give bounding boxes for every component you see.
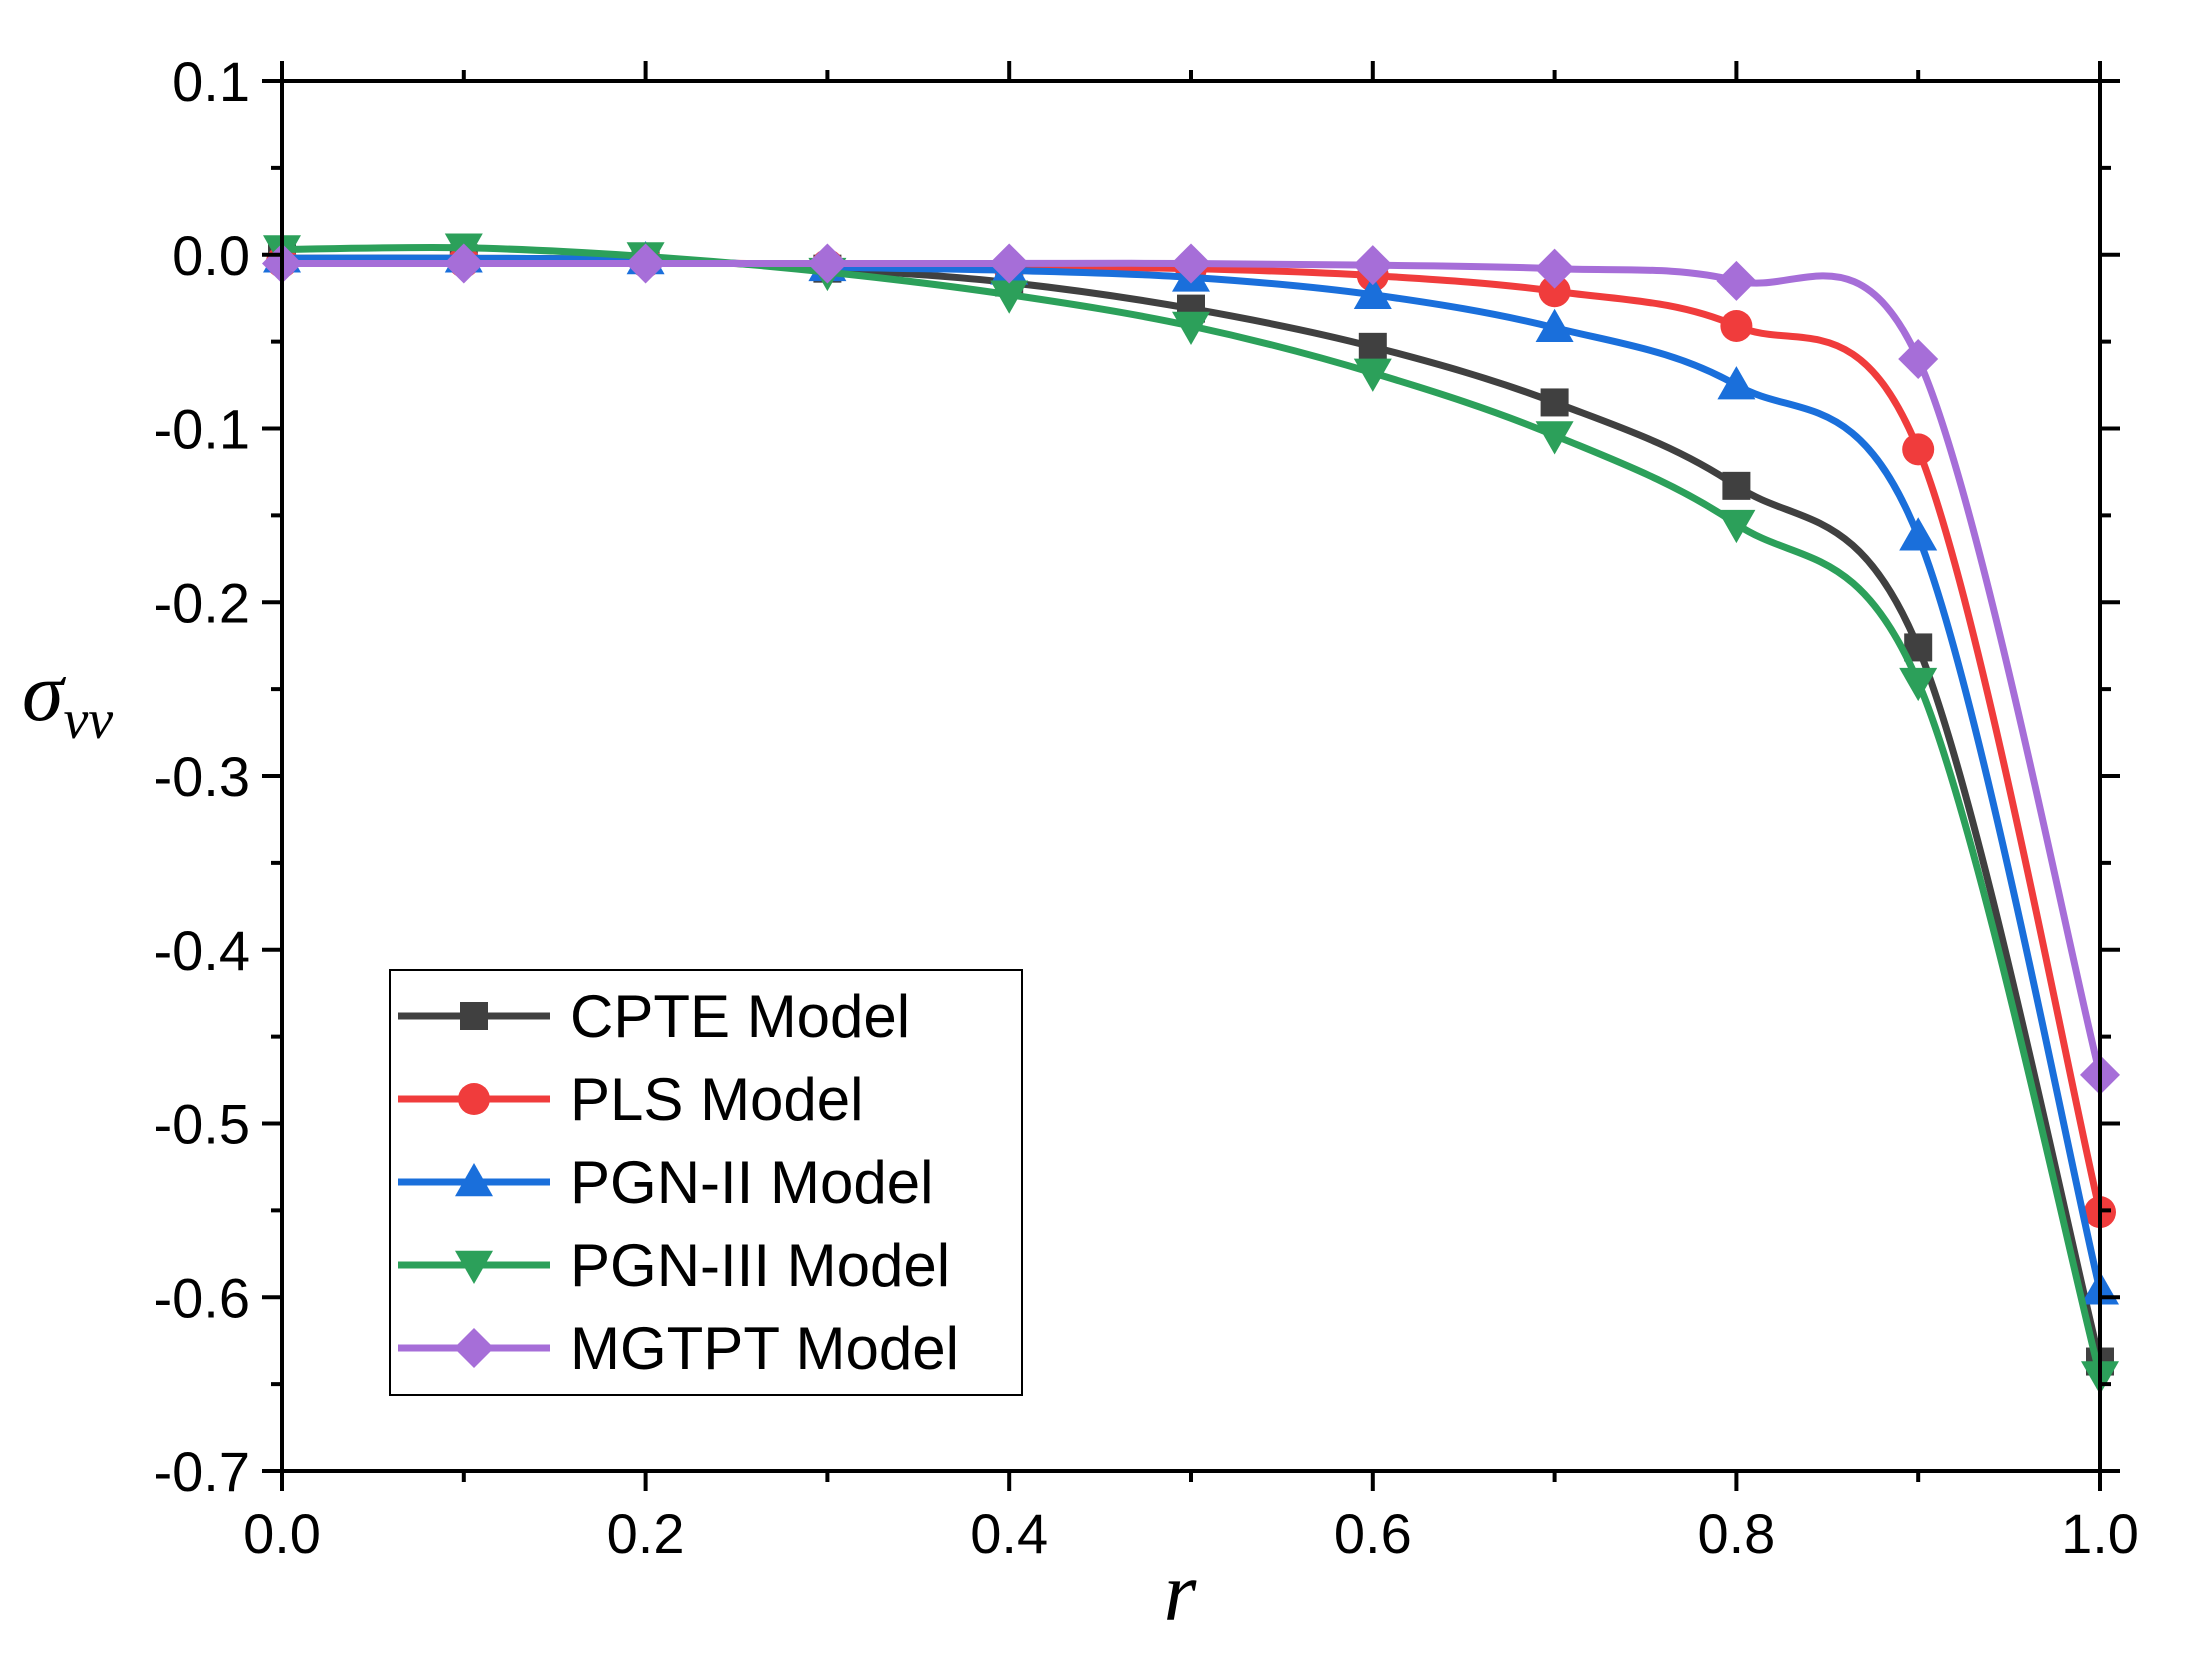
legend-label: PLS Model bbox=[570, 1066, 864, 1133]
data-point bbox=[1899, 517, 1938, 551]
x-tick-label: 1.0 bbox=[2061, 1502, 2139, 1565]
data-point bbox=[1898, 339, 1939, 379]
y-tick-label: -0.6 bbox=[154, 1266, 251, 1329]
data-point bbox=[1899, 667, 1938, 702]
data-point bbox=[990, 280, 1029, 314]
y-tick-label: -0.3 bbox=[154, 745, 251, 808]
legend-marker bbox=[460, 1002, 488, 1030]
legend-item: MGTPT Model bbox=[398, 1315, 959, 1382]
data-point bbox=[1722, 471, 1751, 500]
data-point bbox=[989, 243, 1030, 284]
data-point bbox=[625, 243, 666, 284]
y-tick-label: 0.0 bbox=[172, 224, 250, 287]
data-point bbox=[1535, 421, 1574, 455]
data-point bbox=[1902, 433, 1935, 466]
y-tick-label: -0.5 bbox=[154, 1093, 251, 1156]
y-tick-label: -0.4 bbox=[154, 919, 251, 982]
legend-marker bbox=[455, 1250, 493, 1284]
y-tick-label: 0.1 bbox=[172, 50, 250, 113]
data-point bbox=[1171, 243, 1211, 284]
x-tick-label: 0.0 bbox=[243, 1502, 321, 1565]
legend-marker bbox=[458, 1083, 490, 1115]
legend: CPTE Model PLS Model PGN-II Model PGN-III M… bbox=[389, 969, 1023, 1396]
y-tick-label: -0.2 bbox=[154, 571, 251, 634]
series-layer bbox=[262, 233, 2120, 1395]
legend-label: PGN-III Model bbox=[570, 1232, 950, 1299]
data-point bbox=[1540, 388, 1569, 417]
y-axis-title: σvv bbox=[22, 646, 113, 751]
data-point bbox=[1358, 332, 1387, 361]
y-tick-label: -0.7 bbox=[154, 1440, 251, 1503]
y-axis-subscript: vv bbox=[63, 689, 113, 751]
y-tick-label: -0.1 bbox=[154, 398, 251, 461]
legend-marker bbox=[454, 1328, 494, 1368]
legend-marker bbox=[455, 1163, 493, 1197]
data-point bbox=[1720, 309, 1753, 342]
data-point bbox=[1716, 260, 1757, 301]
data-point bbox=[1353, 275, 1392, 309]
x-tick-label: 0.2 bbox=[607, 1502, 685, 1565]
legend-label: MGTPT Model bbox=[570, 1315, 959, 1382]
data-point bbox=[1352, 245, 1393, 286]
x-tick-label: 0.8 bbox=[1697, 1502, 1775, 1565]
legend-label: PGN-II Model bbox=[570, 1149, 933, 1216]
data-point bbox=[1172, 311, 1210, 345]
legend-item: PGN-III Model bbox=[398, 1232, 950, 1299]
legend-item: PLS Model bbox=[398, 1066, 864, 1133]
y-axis-symbol: σ bbox=[22, 646, 67, 739]
data-point bbox=[1353, 358, 1392, 392]
legend-item: CPTE Model bbox=[398, 983, 910, 1050]
ticks-layer: 0.0 0.2 0.4 0.6 0.8 1.0 0.1 0.0 -0.1 -0.2 -0.3 -0.4… bbox=[154, 50, 2139, 1565]
x-tick-label: 0.6 bbox=[1334, 1502, 1412, 1565]
x-tick-label: 0.4 bbox=[970, 1502, 1048, 1565]
data-point bbox=[1717, 366, 1756, 400]
data-point bbox=[1534, 248, 1575, 289]
data-point bbox=[1717, 509, 1756, 544]
x-axis-title: r bbox=[1164, 1546, 1197, 1639]
legend-item: PGN-II Model bbox=[398, 1149, 933, 1216]
data-point bbox=[1538, 275, 1571, 308]
legend-label: CPTE Model bbox=[570, 983, 910, 1050]
data-point bbox=[443, 243, 484, 284]
data-point bbox=[1535, 308, 1574, 342]
data-point bbox=[807, 243, 848, 284]
